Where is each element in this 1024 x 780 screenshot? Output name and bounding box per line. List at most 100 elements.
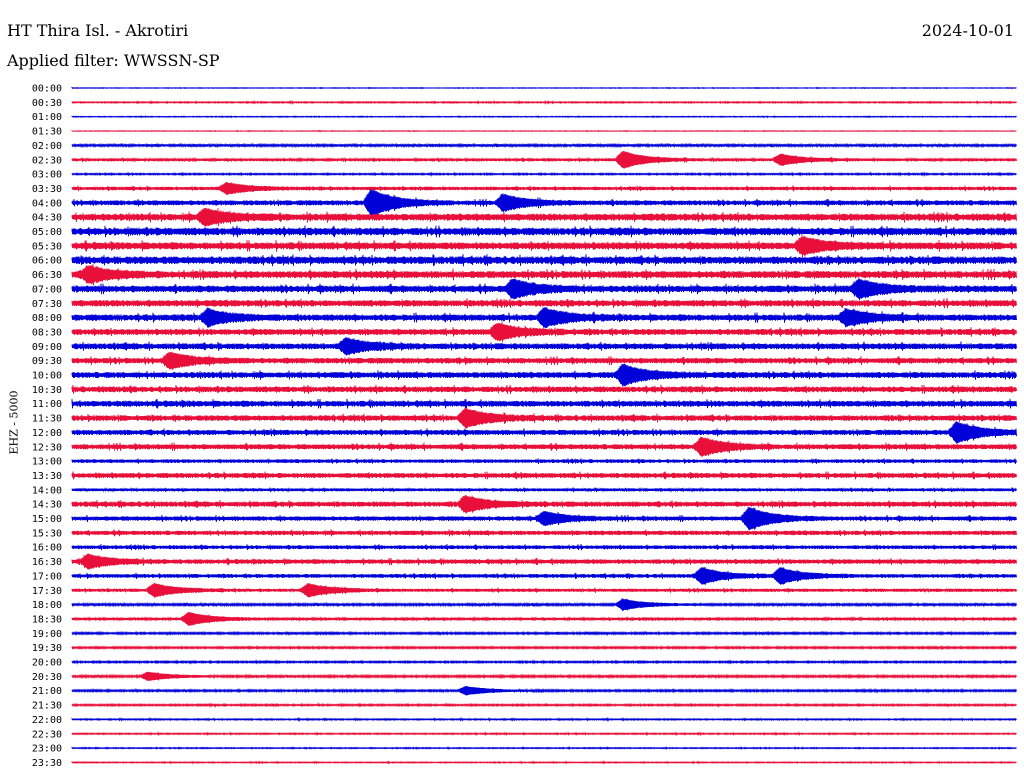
row-time-label: 17:30 — [32, 586, 62, 597]
trace-row-0200 — [71, 142, 1017, 149]
row-time-label: 22:00 — [32, 715, 62, 726]
trace-row-0630 — [71, 263, 1017, 286]
row-time-label: 07:30 — [32, 299, 62, 310]
row-time-label: 15:00 — [32, 514, 62, 525]
station-title: HT Thira Isl. - Akrotiri — [7, 21, 189, 40]
row-time-label: 21:30 — [32, 701, 62, 712]
row-time-label: 17:00 — [32, 571, 62, 582]
trace-row-2300 — [71, 745, 1017, 751]
trace-row-0700 — [71, 277, 1017, 301]
trace-row-1700 — [71, 567, 1017, 585]
trace-row-0330 — [71, 181, 1017, 195]
row-time-label: 15:30 — [32, 528, 62, 539]
row-time-label: 19:00 — [32, 629, 62, 640]
trace-row-1600 — [71, 544, 1017, 551]
trace-row-0900 — [71, 336, 1017, 356]
row-time-label: 18:30 — [32, 614, 62, 625]
row-time-label: 12:00 — [32, 428, 62, 439]
trace-row-1300 — [71, 458, 1017, 464]
row-time-label: 09:30 — [32, 356, 62, 367]
trace-row-2030 — [71, 671, 1017, 681]
trace-row-0930 — [71, 351, 1017, 370]
row-time-label: 19:30 — [32, 643, 62, 654]
trace-row-2130 — [71, 702, 1017, 708]
row-time-label: 23:30 — [32, 758, 62, 769]
row-time-label: 02:30 — [32, 155, 62, 166]
row-time-label: 04:30 — [32, 213, 62, 224]
row-time-label: 21:00 — [32, 686, 62, 697]
trace-row-2200 — [71, 716, 1017, 723]
trace-row-0430 — [71, 207, 1017, 227]
row-time-label: 11:30 — [32, 414, 62, 425]
row-time-label: 16:30 — [32, 557, 62, 568]
trace-row-0800 — [71, 307, 1017, 329]
row-time-label: 06:30 — [32, 270, 62, 281]
trace-row-1200 — [71, 421, 1017, 444]
row-time-label: 14:30 — [32, 500, 62, 511]
row-time-label: 00:30 — [32, 98, 62, 109]
trace-row-1230 — [71, 436, 1017, 457]
trace-row-0600 — [71, 254, 1017, 267]
row-time-label: 09:00 — [32, 342, 62, 353]
row-time-label: 07:00 — [32, 284, 62, 295]
trace-row-0300 — [71, 171, 1017, 177]
trace-row-1500 — [71, 506, 1017, 531]
trace-row-0030 — [71, 99, 1017, 105]
row-time-label: 10:00 — [32, 371, 62, 382]
row-time-label: 03:30 — [32, 184, 62, 195]
date-label: 2024-10-01 — [921, 21, 1014, 40]
trace-row-1330 — [71, 471, 1017, 480]
trace-row-1900 — [71, 630, 1017, 637]
trace-row-0130 — [71, 129, 1017, 133]
row-time-label: 08:00 — [32, 313, 62, 324]
row-time-label: 12:30 — [32, 442, 62, 453]
row-time-label: 22:30 — [32, 729, 62, 740]
trace-row-0500 — [71, 225, 1017, 238]
trace-row-2100 — [71, 685, 1017, 696]
row-time-label: 01:30 — [32, 127, 62, 138]
trace-row-1030 — [71, 384, 1017, 394]
row-time-label: 04:00 — [32, 198, 62, 209]
trace-row-0530 — [71, 234, 1017, 258]
filter-label: Applied filter: WWSSN-SP — [7, 51, 220, 70]
trace-row-1630 — [71, 553, 1017, 570]
trace-row-0830 — [71, 321, 1017, 343]
row-time-label: 13:30 — [32, 471, 62, 482]
row-time-label: 20:30 — [32, 672, 62, 683]
row-time-label: 16:00 — [32, 543, 62, 554]
trace-row-1930 — [71, 644, 1017, 651]
row-time-label: 23:00 — [32, 744, 62, 755]
trace-row-1400 — [71, 487, 1017, 493]
row-time-label: 20:00 — [32, 658, 62, 669]
row-time-label: 10:30 — [32, 385, 62, 396]
trace-row-2000 — [71, 659, 1017, 665]
trace-row-0400 — [71, 189, 1017, 216]
row-time-label: 00:00 — [32, 84, 62, 95]
trace-row-1000 — [71, 363, 1017, 387]
trace-row-1430 — [71, 494, 1017, 514]
trace-row-1130 — [71, 407, 1017, 429]
trace-row-0230 — [71, 150, 1017, 169]
row-time-label: 03:00 — [32, 170, 62, 181]
trace-row-1100 — [71, 398, 1017, 409]
trace-row-0000 — [71, 86, 1017, 90]
trace-row-0730 — [71, 298, 1017, 309]
trace-row-2330 — [71, 760, 1017, 765]
trace-row-0100 — [71, 115, 1017, 119]
row-time-label: 05:00 — [32, 227, 62, 238]
row-time-label: 01:00 — [32, 112, 62, 123]
row-time-label: 14:00 — [32, 485, 62, 496]
row-time-label: 11:00 — [32, 399, 62, 410]
trace-row-1530 — [71, 529, 1017, 537]
trace-row-2230 — [71, 731, 1017, 737]
trace-row-1830 — [71, 611, 1017, 626]
trace-row-1800 — [71, 598, 1017, 611]
row-time-label: 02:00 — [32, 141, 62, 152]
trace-row-1730 — [71, 582, 1017, 598]
row-time-label: 06:00 — [32, 256, 62, 267]
row-time-label: 18:00 — [32, 600, 62, 611]
row-time-label: 13:00 — [32, 457, 62, 468]
row-time-label: 08:30 — [32, 327, 62, 338]
row-time-label: 05:30 — [32, 241, 62, 252]
